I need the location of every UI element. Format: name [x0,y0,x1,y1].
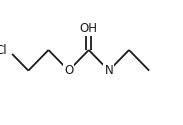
Text: O: O [64,64,73,77]
Text: N: N [104,64,113,77]
Text: Cl: Cl [0,44,7,57]
Text: OH: OH [80,22,98,35]
